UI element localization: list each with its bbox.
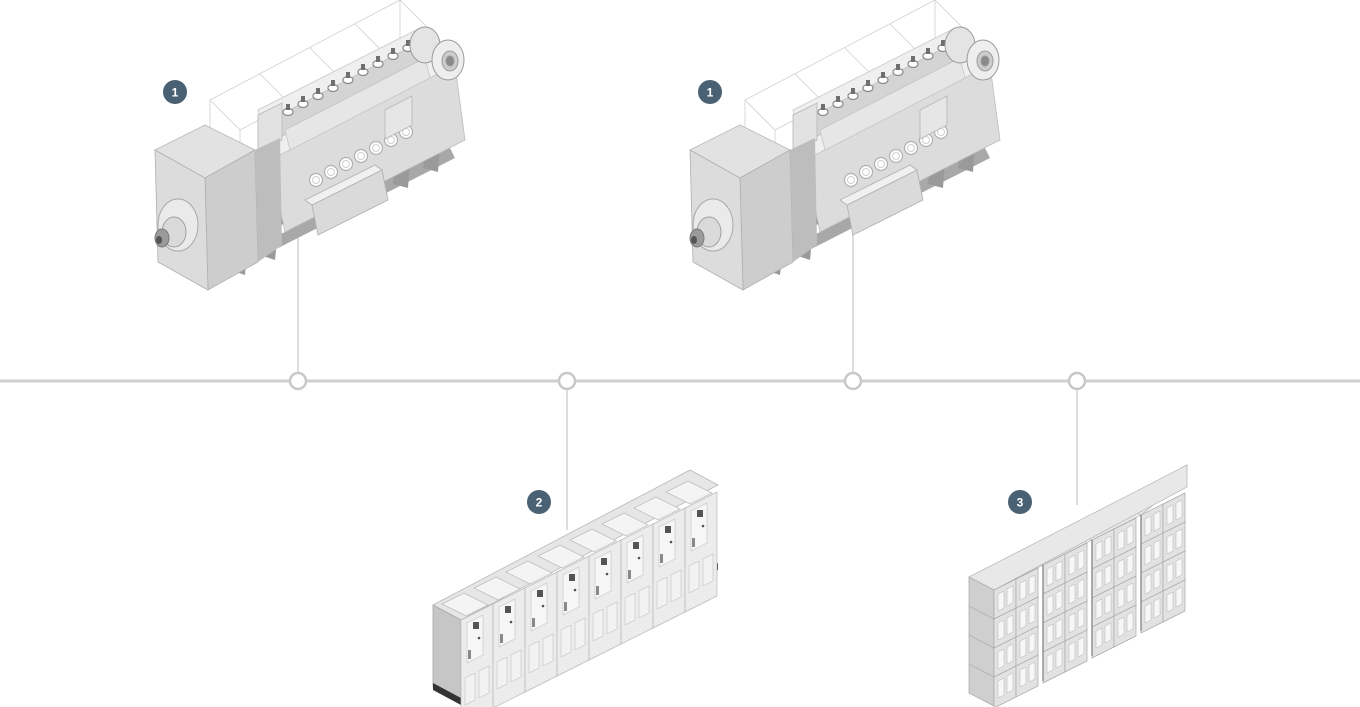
bus-node — [843, 371, 863, 391]
badge-label: 2 — [536, 496, 543, 510]
battery-storage — [968, 464, 1188, 707]
bus-line — [0, 215, 1360, 530]
badge-label: 1 — [707, 86, 714, 100]
badge-circle — [698, 80, 722, 104]
switchboard-cabinets — [432, 469, 719, 707]
engine-generator-right — [689, 0, 1001, 291]
badge-circle — [163, 80, 187, 104]
badge-battery: 3 — [1008, 490, 1032, 514]
badge-label: 1 — [172, 86, 179, 100]
engine-generator-left — [154, 0, 466, 291]
bus-node — [288, 371, 308, 391]
badge-genset-left: 1 — [163, 80, 187, 104]
badge-switchboard: 2 — [527, 490, 551, 514]
badge-circle — [527, 490, 551, 514]
badge-genset-right: 1 — [698, 80, 722, 104]
bus-node — [557, 371, 577, 391]
bus-node — [1067, 371, 1087, 391]
badge-circle — [1008, 490, 1032, 514]
badge-label: 3 — [1017, 496, 1024, 510]
